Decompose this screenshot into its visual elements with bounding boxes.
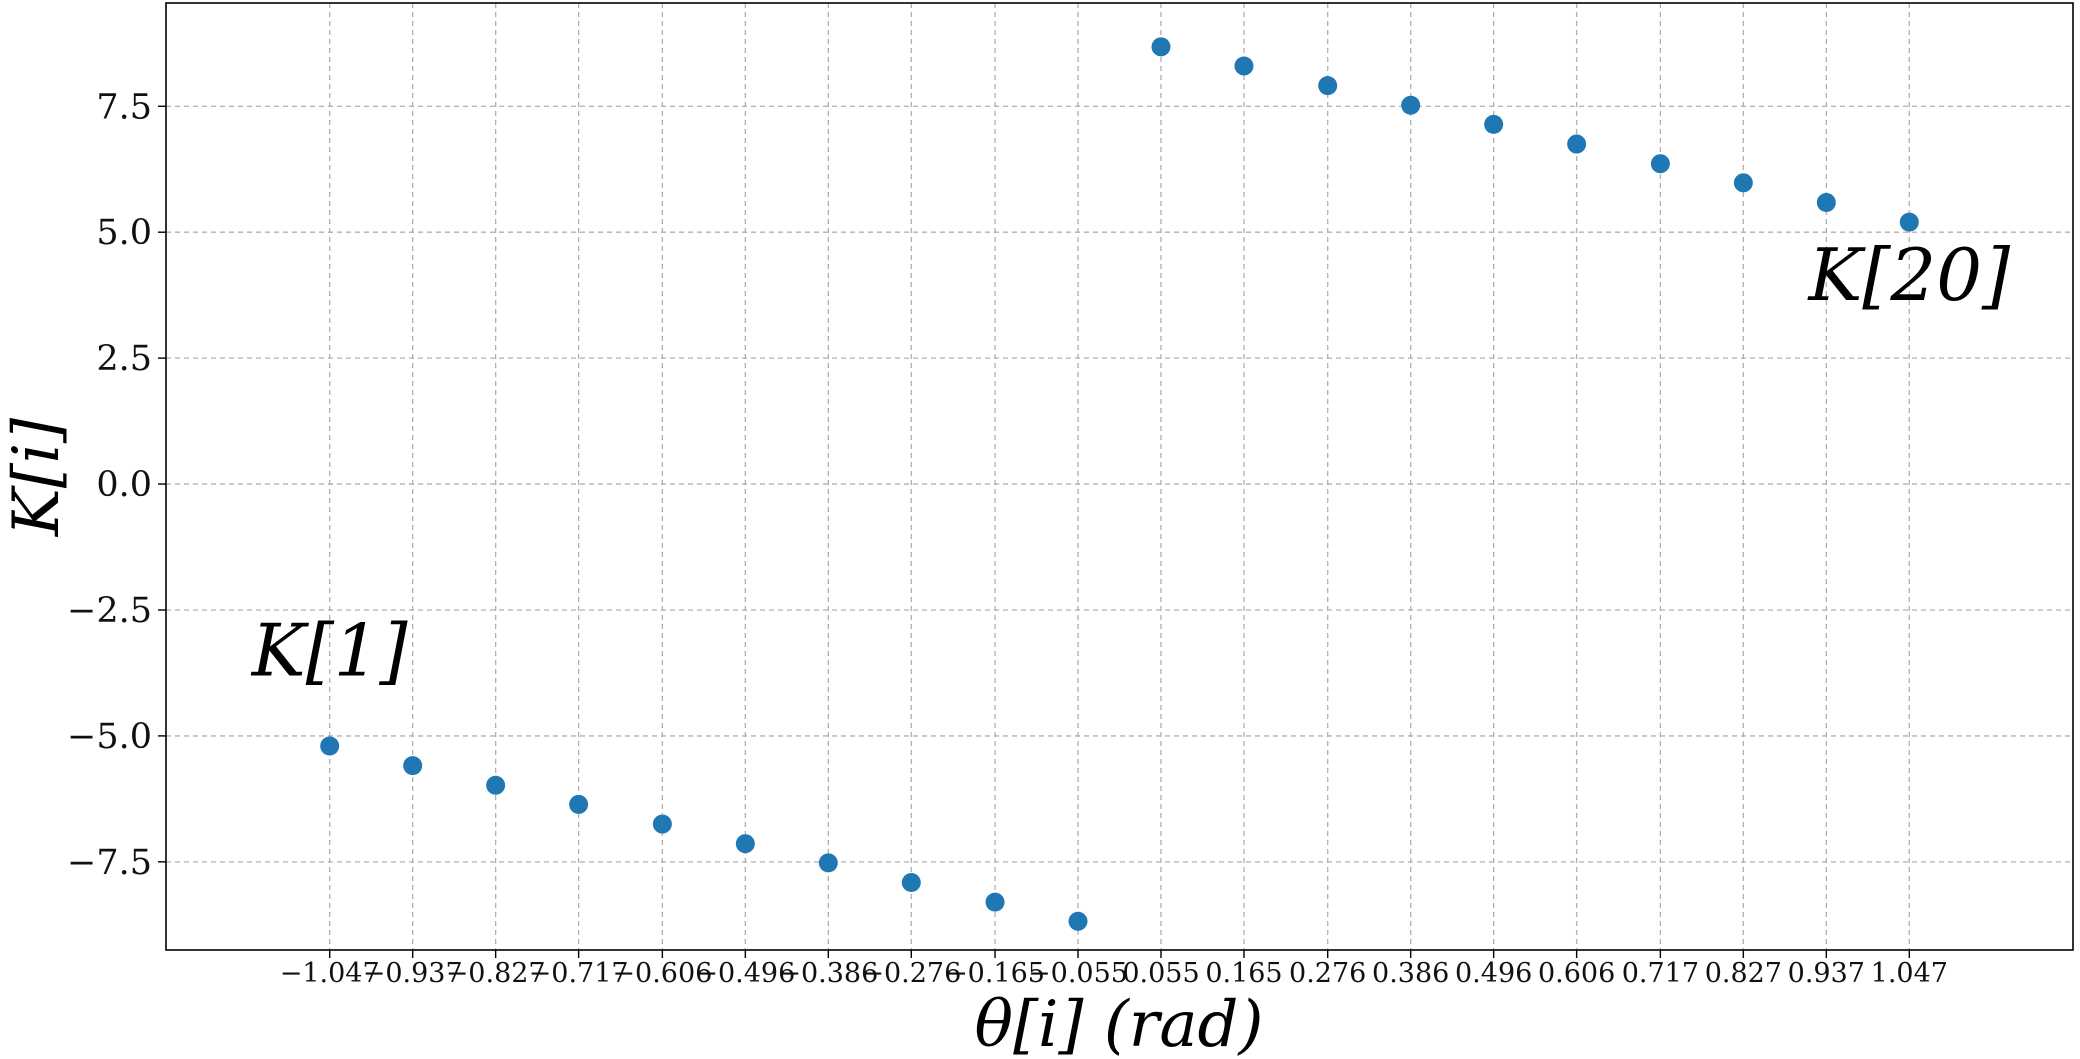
x-tick-label: −0.606 bbox=[612, 958, 712, 989]
grid-lines bbox=[166, 3, 2073, 950]
data-point bbox=[1567, 134, 1587, 154]
x-tick-label: −0.276 bbox=[861, 958, 961, 989]
data-point bbox=[1151, 37, 1171, 57]
data-point bbox=[1401, 95, 1421, 115]
axis-ticks: −1.047−0.937−0.827−0.717−0.606−0.496−0.3… bbox=[67, 87, 1948, 989]
data-point bbox=[1068, 911, 1088, 931]
x-tick-label: 0.386 bbox=[1372, 958, 1449, 989]
x-axis-label: θ[i] (rad) bbox=[975, 988, 1264, 1059]
x-tick-label: 0.165 bbox=[1205, 958, 1282, 989]
y-axis-label: K[i] bbox=[0, 417, 74, 537]
annotations: K[1] K[20] bbox=[250, 233, 2011, 692]
y-tick-label: 5.0 bbox=[96, 213, 152, 253]
annotation-label: K[1] bbox=[250, 608, 409, 692]
y-tick-label: 7.5 bbox=[96, 87, 152, 127]
plot-frame bbox=[165, 2, 2074, 951]
x-tick-label: −0.386 bbox=[778, 958, 878, 989]
data-point bbox=[985, 892, 1005, 912]
data-point bbox=[1318, 76, 1338, 96]
x-tick-label: −1.047 bbox=[280, 958, 380, 989]
y-tick-label: 2.5 bbox=[96, 339, 152, 379]
data-point bbox=[1816, 192, 1836, 212]
annotation-label: K[20] bbox=[1807, 233, 2011, 317]
x-tick-label: 0.606 bbox=[1538, 958, 1615, 989]
x-tick-label: −0.055 bbox=[1028, 958, 1128, 989]
data-points bbox=[320, 37, 1919, 931]
x-tick-label: −0.937 bbox=[363, 958, 463, 989]
y-tick-label: 0.0 bbox=[96, 465, 152, 505]
x-tick-label: −0.496 bbox=[695, 958, 795, 989]
x-tick-label: −0.827 bbox=[446, 958, 546, 989]
x-tick-label: 0.055 bbox=[1122, 958, 1199, 989]
data-point bbox=[901, 873, 921, 893]
x-tick-label: 0.717 bbox=[1622, 958, 1699, 989]
data-point bbox=[818, 853, 838, 873]
data-point bbox=[403, 756, 423, 776]
data-point bbox=[486, 775, 506, 795]
x-tick-label: 0.937 bbox=[1788, 958, 1865, 989]
y-tick-label: −5.0 bbox=[67, 717, 152, 757]
data-point bbox=[569, 794, 589, 814]
data-point bbox=[1733, 173, 1753, 193]
x-tick-label: 1.047 bbox=[1871, 958, 1948, 989]
data-point bbox=[1484, 114, 1504, 134]
data-point bbox=[735, 834, 755, 854]
x-tick-label: −0.717 bbox=[529, 958, 629, 989]
x-tick-label: 0.496 bbox=[1455, 958, 1532, 989]
data-point bbox=[1650, 154, 1670, 174]
x-tick-label: 0.276 bbox=[1289, 958, 1366, 989]
x-tick-label: 0.827 bbox=[1705, 958, 1782, 989]
data-point bbox=[1234, 56, 1254, 76]
y-tick-label: −2.5 bbox=[67, 591, 152, 631]
data-point bbox=[320, 736, 340, 756]
y-tick-label: −7.5 bbox=[67, 843, 152, 883]
data-point bbox=[1899, 212, 1919, 232]
data-point bbox=[652, 814, 672, 834]
x-tick-label: −0.165 bbox=[945, 958, 1045, 989]
